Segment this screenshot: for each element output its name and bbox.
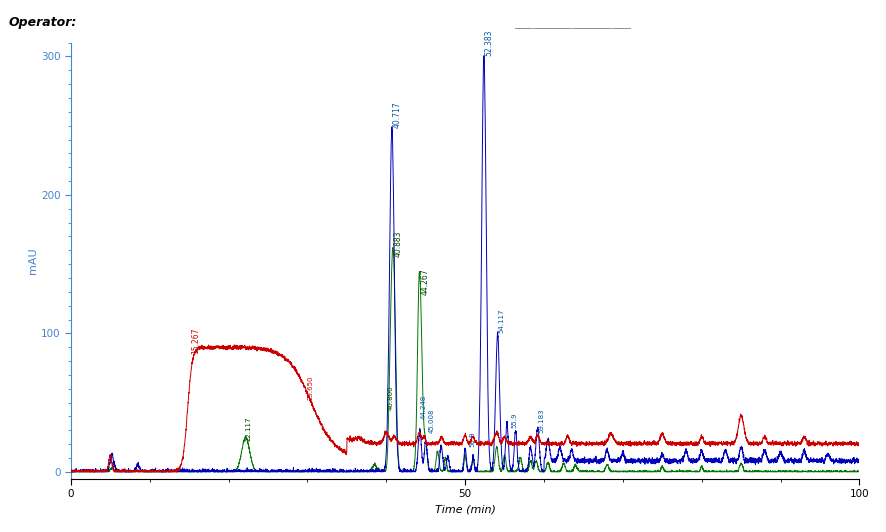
Text: 44.267: 44.267 bbox=[420, 268, 429, 295]
Text: 50.9: 50.9 bbox=[470, 431, 475, 447]
Text: 15.267: 15.267 bbox=[190, 328, 199, 354]
Text: 54.117: 54.117 bbox=[499, 309, 504, 334]
Text: 40.800: 40.800 bbox=[388, 385, 394, 410]
Text: 40.883: 40.883 bbox=[393, 231, 402, 257]
Text: Operator:: Operator: bbox=[9, 16, 77, 29]
Text: 29.650: 29.650 bbox=[307, 376, 314, 400]
Text: 52.383: 52.383 bbox=[484, 30, 494, 56]
Text: 59.183: 59.183 bbox=[539, 409, 545, 433]
Text: 55.9: 55.9 bbox=[511, 412, 517, 428]
Text: 40.717: 40.717 bbox=[392, 102, 401, 128]
X-axis label: Time (min): Time (min) bbox=[435, 505, 495, 515]
Text: 22.117: 22.117 bbox=[245, 417, 252, 442]
Y-axis label: mAU: mAU bbox=[28, 247, 38, 274]
Text: 44.248: 44.248 bbox=[421, 395, 427, 419]
Text: 45.008: 45.008 bbox=[429, 409, 435, 433]
Text: ________________________: ________________________ bbox=[514, 19, 631, 29]
